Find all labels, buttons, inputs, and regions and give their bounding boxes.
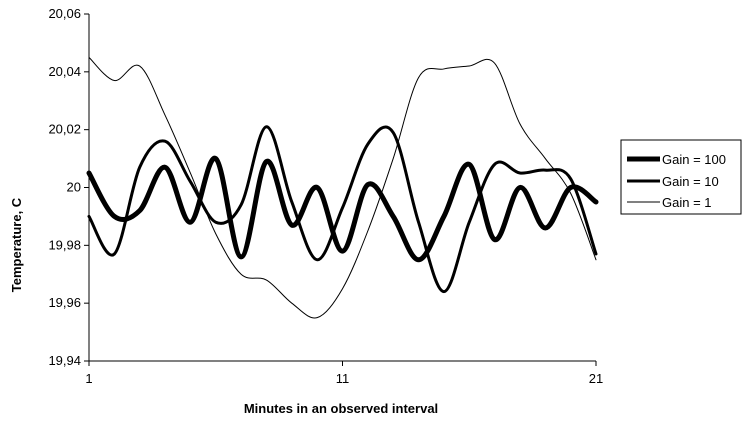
series-line-gain-1 [88,56,597,319]
legend: Gain = 100 Gain = 10 Gain = 1 [620,139,742,215]
y-tick-label: 20,02 [48,122,81,137]
y-tick-label: 20,04 [48,64,81,79]
series-lines [86,56,599,319]
x-tick-label: 21 [589,371,603,386]
y-tick-label: 19,96 [48,295,81,310]
y-tick-label: 19,98 [48,237,81,252]
series-line-gain-10 [87,125,598,294]
x-tick-label: 11 [336,371,350,386]
legend-label-gain-1: Gain = 1 [662,195,712,210]
y-tick-label: 20 [67,180,81,195]
y-tick-label: 19,94 [48,353,81,368]
y-tick-label: 20,06 [48,6,81,21]
x-axis-ticks: 1 11 21 [85,361,603,386]
y-axis-title: Temperature, C [9,197,24,292]
y-axis-ticks: 19,94 19,96 19,98 20 20,02 20,04 20,06 [48,6,89,368]
legend-label-gain-10: Gain = 10 [662,174,719,189]
x-tick-label: 1 [85,371,92,386]
legend-label-gain-100: Gain = 100 [662,152,726,167]
series-line-gain-100 [86,156,599,263]
x-axis-title: Minutes in an observed interval [244,401,438,416]
